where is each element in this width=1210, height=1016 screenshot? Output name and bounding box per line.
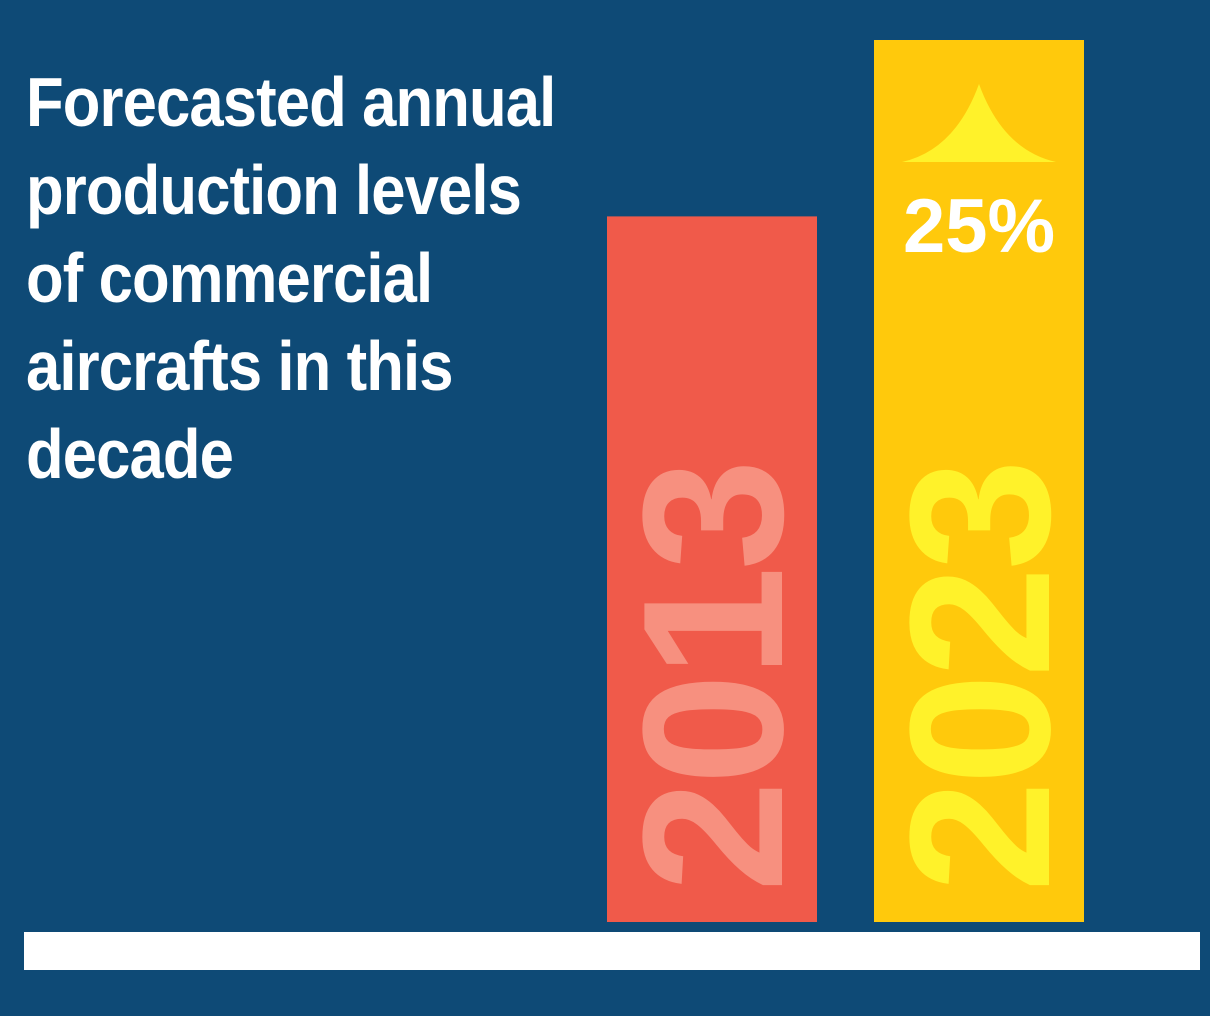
bar-2023 — [874, 40, 1084, 922]
baseline — [24, 932, 1200, 970]
chart-title: Forecasted annual production levels of c… — [26, 63, 556, 493]
bar-2013 — [607, 216, 817, 922]
change-label: 25% — [903, 184, 1055, 269]
increase-arrow-icon — [902, 84, 1056, 162]
category-label-2013: 2013 — [602, 463, 825, 892]
category-label-2023: 2023 — [869, 463, 1092, 892]
